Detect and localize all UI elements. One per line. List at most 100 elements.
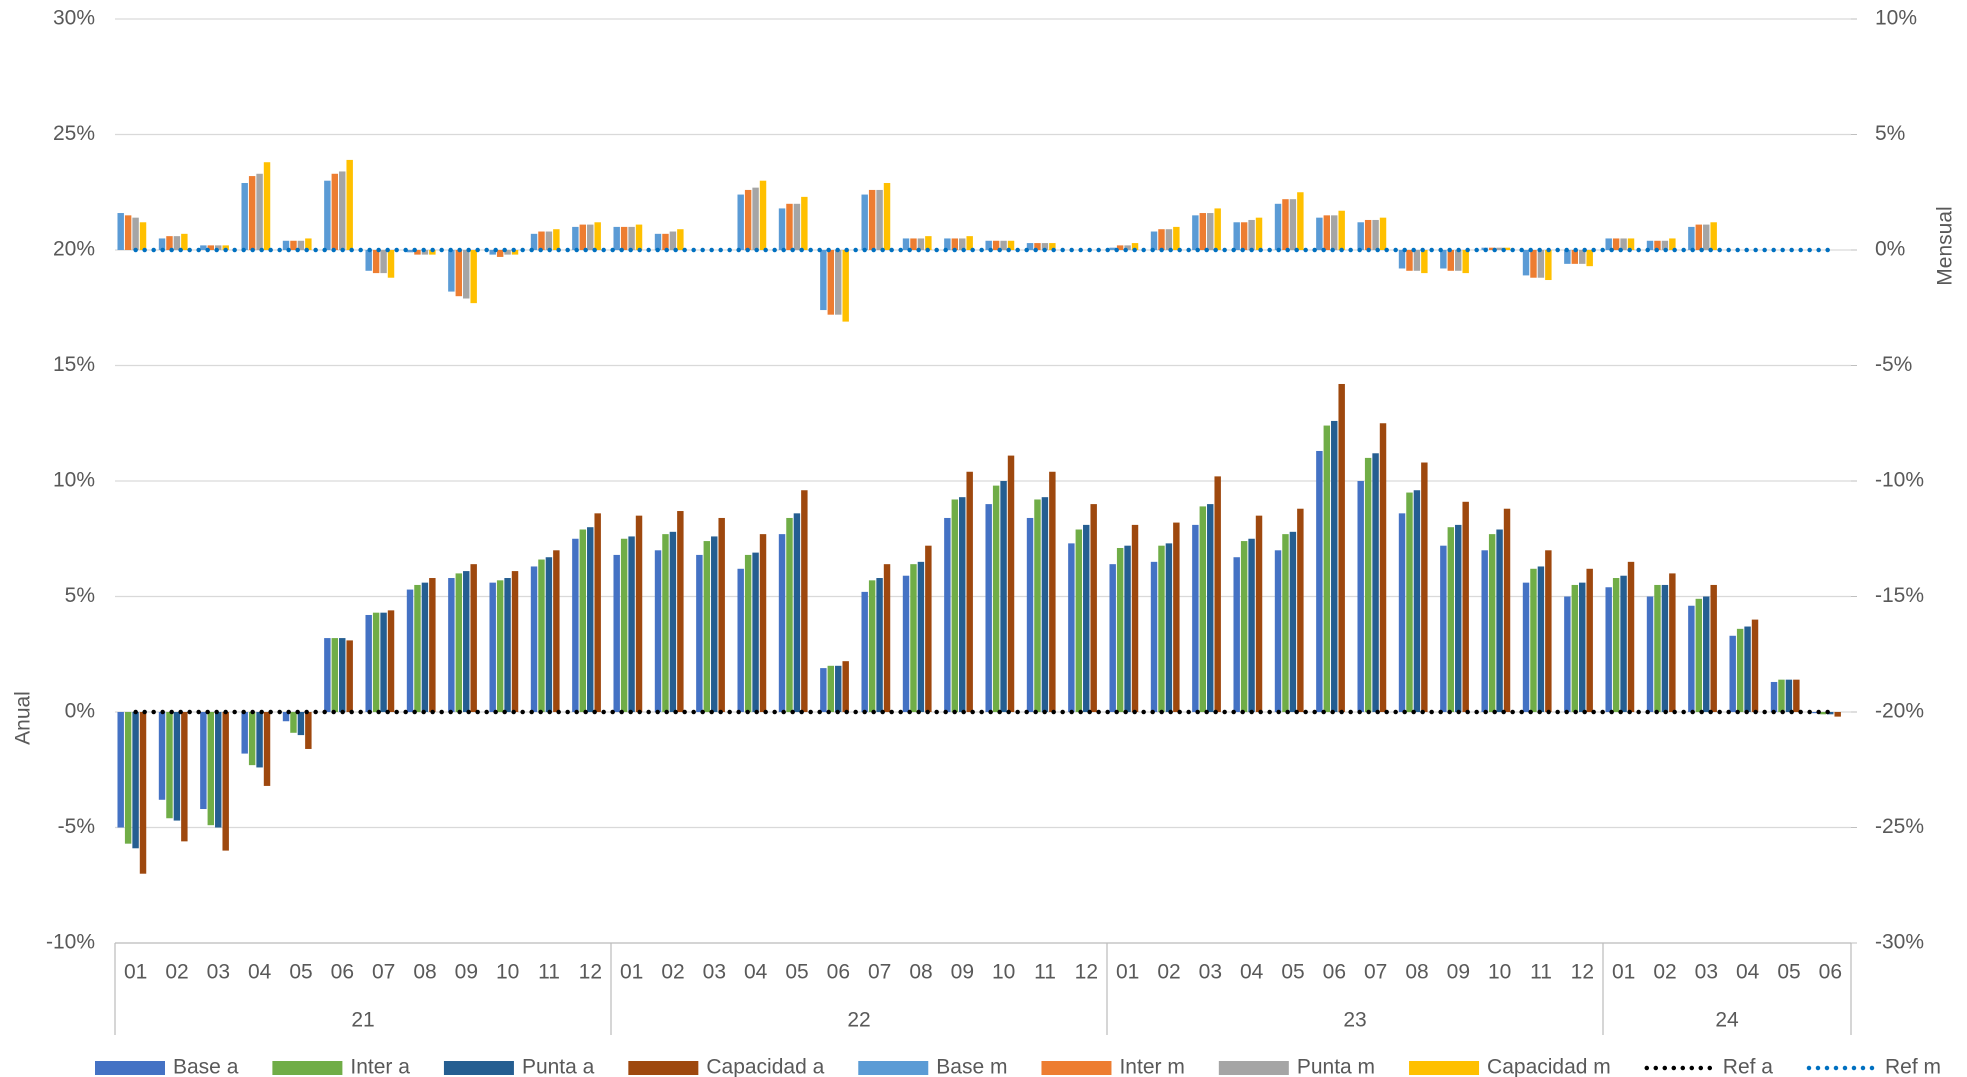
bar bbox=[406, 250, 414, 253]
y-tick-label: -10% bbox=[46, 931, 95, 954]
bar bbox=[744, 189, 752, 250]
bar bbox=[1255, 217, 1263, 250]
bar bbox=[1564, 596, 1571, 712]
bar bbox=[1282, 534, 1289, 712]
y-tick-label: 25% bbox=[53, 122, 95, 145]
bar bbox=[1455, 250, 1462, 271]
bar bbox=[1233, 222, 1240, 250]
bar bbox=[572, 538, 579, 712]
bar bbox=[1034, 499, 1041, 712]
bar bbox=[1785, 679, 1793, 712]
bar bbox=[1338, 383, 1345, 712]
legend-label: Base m bbox=[936, 1056, 1007, 1077]
bar bbox=[414, 584, 421, 712]
bar bbox=[406, 589, 414, 712]
bar bbox=[759, 180, 767, 250]
bar bbox=[124, 712, 132, 844]
bar bbox=[883, 183, 891, 250]
bar bbox=[1654, 240, 1661, 250]
bar bbox=[504, 250, 511, 255]
bar bbox=[1413, 490, 1421, 712]
bar bbox=[966, 236, 973, 250]
bar bbox=[290, 712, 297, 733]
bar bbox=[842, 250, 849, 322]
bar bbox=[883, 564, 891, 712]
bar bbox=[1778, 679, 1785, 712]
bar bbox=[1034, 243, 1041, 250]
y2-tick-label: 5% bbox=[1875, 122, 1905, 145]
bar bbox=[215, 712, 222, 828]
x-tick-label: 09 bbox=[455, 961, 478, 984]
bar bbox=[1605, 587, 1612, 712]
bar bbox=[801, 490, 808, 712]
x-tick-label: 08 bbox=[1405, 961, 1428, 984]
bar bbox=[530, 566, 538, 712]
bar bbox=[1579, 582, 1586, 712]
bar bbox=[538, 559, 545, 712]
bar bbox=[429, 578, 436, 712]
x-tick-label: 02 bbox=[1157, 961, 1180, 984]
bar bbox=[951, 238, 959, 250]
bar bbox=[1646, 240, 1654, 250]
bar bbox=[579, 224, 587, 250]
bar bbox=[1605, 238, 1612, 250]
bar bbox=[868, 189, 876, 250]
bar bbox=[910, 238, 917, 250]
bar bbox=[346, 640, 353, 712]
bar bbox=[835, 665, 842, 712]
bar bbox=[1150, 561, 1158, 712]
bar bbox=[1109, 564, 1116, 712]
bar bbox=[463, 250, 470, 299]
bar bbox=[553, 229, 560, 250]
x-tick-label: 04 bbox=[1240, 961, 1264, 984]
bar bbox=[282, 240, 290, 250]
bar bbox=[448, 578, 455, 712]
y2-tick-label: -15% bbox=[1875, 584, 1924, 607]
bar bbox=[470, 564, 477, 712]
bar bbox=[1627, 561, 1635, 712]
bar bbox=[263, 712, 271, 786]
bar bbox=[1751, 619, 1759, 712]
bar bbox=[429, 250, 436, 255]
bar bbox=[545, 231, 553, 250]
bar bbox=[861, 591, 868, 712]
y-tick-label: 30% bbox=[53, 7, 95, 30]
bar bbox=[1564, 250, 1571, 264]
bar bbox=[1812, 712, 1819, 714]
bar bbox=[1131, 243, 1139, 250]
bar bbox=[718, 517, 725, 712]
bar bbox=[1710, 222, 1717, 250]
bar bbox=[1398, 513, 1406, 712]
bar bbox=[339, 171, 346, 250]
bar bbox=[1440, 250, 1447, 269]
bar bbox=[139, 712, 147, 874]
bar bbox=[966, 471, 973, 712]
x-tick-label: 05 bbox=[785, 961, 808, 984]
bar bbox=[1364, 457, 1372, 712]
bar bbox=[489, 250, 496, 255]
bar bbox=[1661, 240, 1669, 250]
bar bbox=[297, 712, 305, 736]
bar bbox=[496, 580, 504, 712]
x-tick-label: 08 bbox=[413, 961, 436, 984]
bar bbox=[1083, 524, 1090, 712]
bar bbox=[538, 231, 545, 250]
bar bbox=[985, 504, 992, 712]
x-tick-label: 01 bbox=[620, 961, 643, 984]
bar bbox=[1421, 250, 1428, 274]
bar bbox=[181, 233, 188, 250]
bar bbox=[489, 582, 496, 712]
bar bbox=[504, 578, 511, 712]
bar bbox=[511, 250, 519, 255]
y-tick-label: 5% bbox=[65, 584, 95, 607]
bar bbox=[1462, 250, 1469, 274]
bar bbox=[1357, 481, 1364, 712]
bar bbox=[744, 554, 752, 712]
bar bbox=[654, 550, 662, 712]
bar bbox=[1007, 455, 1015, 712]
bar bbox=[421, 250, 429, 255]
bar bbox=[711, 536, 718, 712]
bar bbox=[1323, 425, 1331, 712]
bar bbox=[1571, 584, 1579, 712]
bar bbox=[1124, 245, 1131, 250]
